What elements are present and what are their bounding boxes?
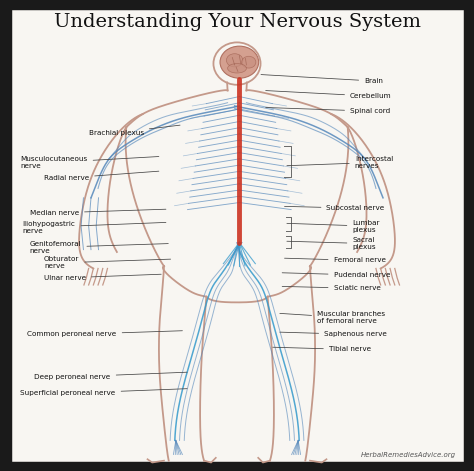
Text: Median nerve: Median nerve [30,209,166,216]
Text: Muscular branches
of femoral nerve: Muscular branches of femoral nerve [280,311,385,325]
Text: HerbalRemediesAdvice.org: HerbalRemediesAdvice.org [361,452,456,458]
Text: Understanding Your Nervous System: Understanding Your Nervous System [54,13,420,31]
Text: Femoral nerve: Femoral nerve [284,258,385,263]
Text: Saphenous nerve: Saphenous nerve [280,332,387,337]
Text: Spinal cord: Spinal cord [266,107,390,114]
Text: Brachial plexus: Brachial plexus [89,125,180,136]
Text: Sciatic nerve: Sciatic nerve [282,285,381,291]
Text: Musculocutaneous
nerve: Musculocutaneous nerve [20,156,159,169]
Text: Iliohypogastric
nerve: Iliohypogastric nerve [23,220,166,234]
Ellipse shape [227,54,243,67]
Text: Radial nerve: Radial nerve [44,171,159,181]
Text: Obturator
nerve: Obturator nerve [44,256,171,269]
Ellipse shape [220,46,259,78]
Text: Sacral
plexus: Sacral plexus [287,237,376,250]
Text: Cerebellum: Cerebellum [266,90,392,99]
Text: Genitofemoral
nerve: Genitofemoral nerve [30,241,168,254]
Text: Subcostal nerve: Subcostal nerve [284,205,385,211]
Text: Common peroneal nerve: Common peroneal nerve [27,331,182,337]
Text: Intercostal
nerves: Intercostal nerves [287,156,393,169]
Text: Tibial nerve: Tibial nerve [273,347,371,352]
Text: Superficial peroneal nerve: Superficial peroneal nerve [20,389,187,396]
Text: Lumbar
plexus: Lumbar plexus [287,219,380,233]
Text: Pudendal nerve: Pudendal nerve [282,272,390,278]
Ellipse shape [242,57,256,68]
Text: Brain: Brain [261,74,383,84]
Text: Deep peroneal nerve: Deep peroneal nerve [35,372,187,380]
Ellipse shape [228,64,246,73]
Text: Ulnar nerve: Ulnar nerve [44,274,161,281]
